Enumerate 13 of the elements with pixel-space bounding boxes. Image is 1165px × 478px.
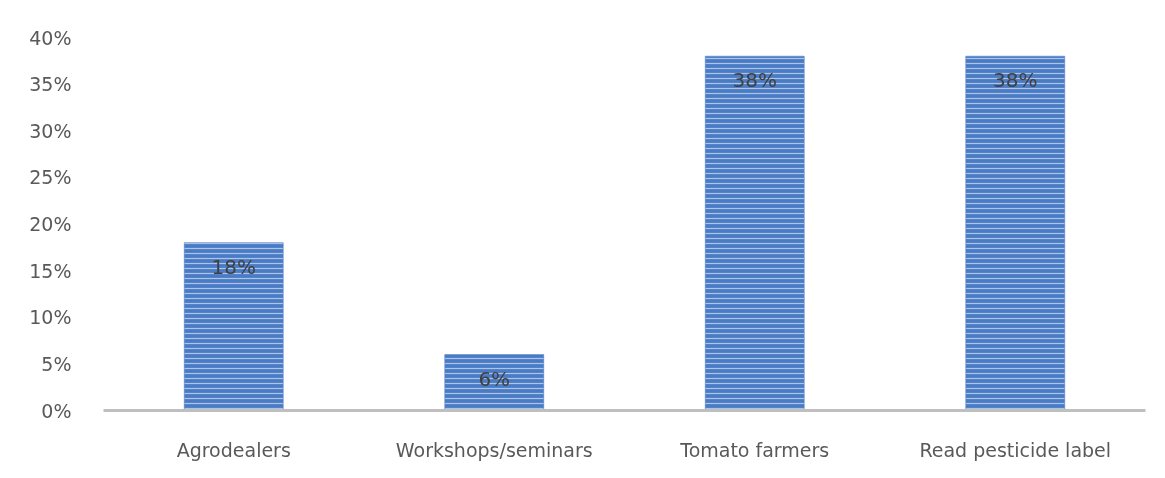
y-tick-label: 35% bbox=[29, 73, 72, 96]
y-tick-label: 0% bbox=[41, 399, 72, 422]
y-tick-label: 20% bbox=[29, 213, 72, 235]
x-tick-label: Workshops/seminars bbox=[395, 438, 593, 461]
y-tick-label: 25% bbox=[29, 166, 72, 189]
x-tick-label: Agrodealers bbox=[176, 438, 291, 461]
y-tick-label: 15% bbox=[29, 259, 72, 282]
y-tick-label: 10% bbox=[29, 306, 72, 329]
x-tick-label: Tomato farmers bbox=[679, 438, 830, 461]
y-tick-label: 5% bbox=[41, 352, 72, 375]
y-tick-label: 40% bbox=[29, 26, 72, 49]
x-tick-label: Read pesticide label bbox=[919, 438, 1112, 461]
y-tick-label: 30% bbox=[29, 119, 72, 142]
